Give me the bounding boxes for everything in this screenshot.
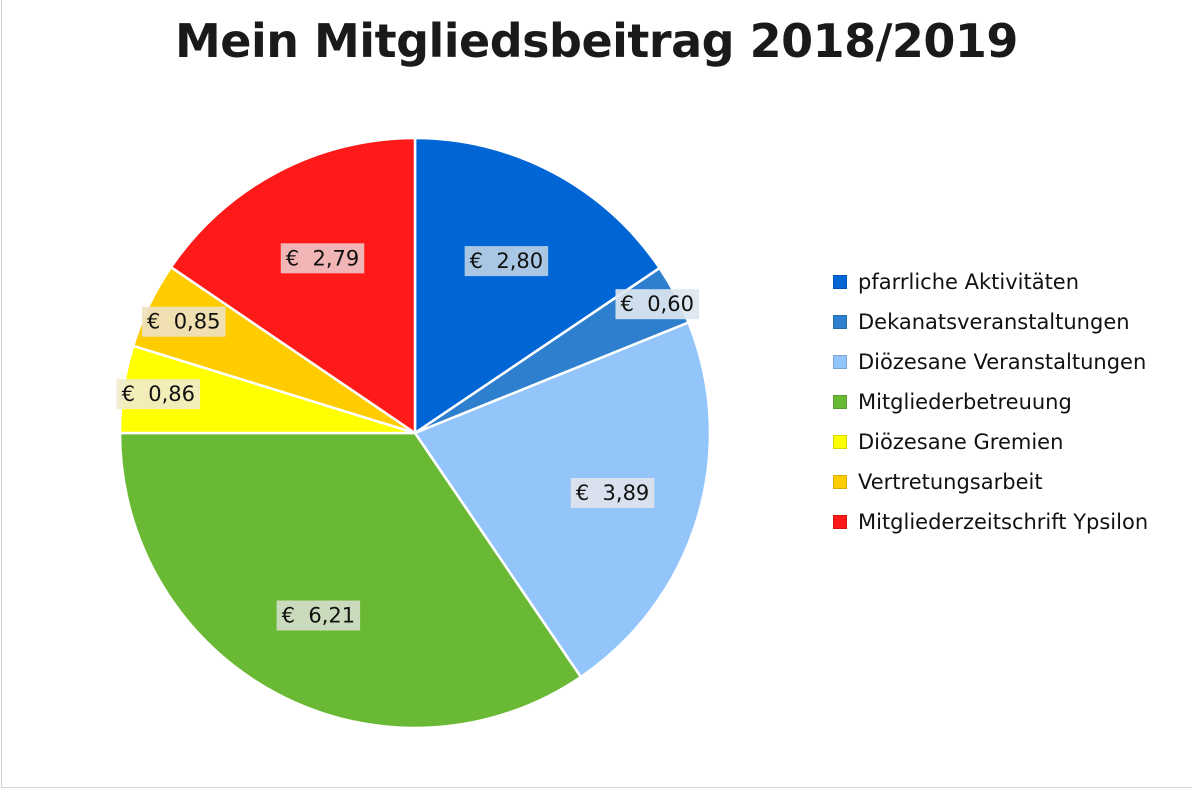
- data-label-background: [116, 379, 201, 410]
- data-label-2: € 0,60: [615, 289, 699, 320]
- data-label-text: € 0,85: [147, 310, 220, 334]
- data-label-text: € 0,86: [122, 382, 195, 406]
- data-label-6: € 0,85: [141, 306, 226, 337]
- legend-swatch: [833, 435, 847, 449]
- legend-item-1: pfarrliche Aktivitäten: [833, 262, 1148, 302]
- legend-item-6: Vertretungsarbeit: [833, 462, 1148, 502]
- legend-label: Mitgliederzeitschrift Ypsilon: [858, 510, 1149, 534]
- data-label-5: € 0,86: [116, 379, 201, 410]
- data-label-4: € 6,21: [276, 600, 361, 631]
- data-label-background: [280, 243, 365, 274]
- data-label-background: [141, 306, 226, 337]
- data-label-text: € 2,79: [286, 246, 359, 270]
- legend-label: Mitgliederbetreuung: [858, 390, 1072, 414]
- legend-label: Dekanatsveranstaltungen: [858, 310, 1130, 334]
- legend-swatch: [833, 395, 847, 409]
- legend-swatch: [833, 355, 847, 369]
- legend-label: pfarrliche Aktivitäten: [858, 270, 1080, 294]
- data-label-3: € 3,89: [570, 478, 655, 509]
- legend-swatch: [833, 315, 847, 329]
- legend-item-7: Mitgliederzeitschrift Ypsilon: [833, 502, 1148, 542]
- legend-swatch: [833, 275, 847, 289]
- legend-item-3: Diözesane Veranstaltungen: [833, 342, 1148, 382]
- legend-swatch: [833, 515, 847, 529]
- data-label-text: € 2,80: [470, 249, 543, 273]
- legend-item-2: Dekanatsveranstaltungen: [833, 302, 1148, 342]
- legend-item-5: Diözesane Gremien: [833, 422, 1148, 462]
- legend-label: Vertretungsarbeit: [858, 470, 1043, 494]
- chart-legend: pfarrliche Aktivitäten Dekanatsveranstalt…: [833, 262, 1148, 542]
- data-label-text: € 6,21: [282, 603, 355, 627]
- data-label-background: [615, 289, 699, 320]
- chart-title: Mein Mitgliedsbeitrag 2018/2019: [175, 14, 1018, 68]
- legend-label: Diözesane Veranstaltungen: [858, 350, 1147, 374]
- data-label-text: € 0,60: [620, 292, 693, 316]
- data-label-text: € 3,89: [576, 481, 649, 505]
- pie-slice-1: [413, 136, 661, 435]
- data-label-background: [570, 478, 655, 509]
- pie-slice-7: [169, 136, 417, 435]
- legend-label: Diözesane Gremien: [858, 430, 1064, 454]
- legend-swatch: [833, 475, 847, 489]
- pie-slice-3: [413, 321, 712, 679]
- data-label-background: [464, 246, 549, 277]
- data-label-7: € 2,79: [280, 243, 365, 274]
- data-label-background: [276, 600, 361, 631]
- data-label-1: € 2,80: [464, 246, 549, 277]
- pie-slice-4: [118, 431, 583, 730]
- legend-item-4: Mitgliederbetreuung: [833, 382, 1148, 422]
